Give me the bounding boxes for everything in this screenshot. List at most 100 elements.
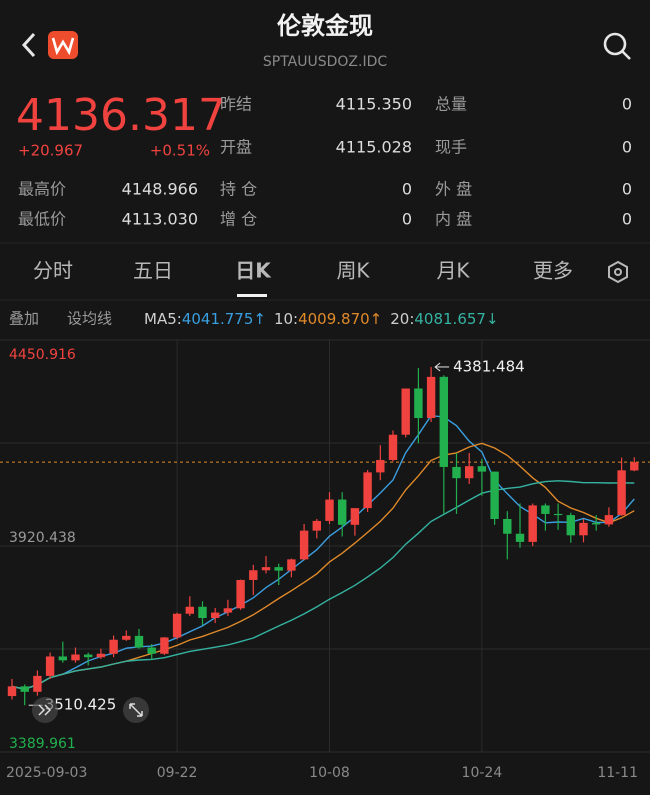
candle-body [465,466,474,479]
candle-body [172,613,182,638]
set-ma-button[interactable]: 设均线 [67,310,112,328]
candle-body [7,686,17,697]
period-tab[interactable]: 更多 [533,259,573,283]
candle-body [287,559,296,571]
ma-line [11,442,635,690]
candle-body [71,654,80,661]
period-tab[interactable]: 五日 [133,259,173,283]
field-label: 总量 [435,95,467,114]
candle-body [490,471,499,519]
candle-body [147,647,156,654]
period-tab[interactable]: 分时 [33,259,73,283]
candle-body [630,462,639,471]
search-button[interactable] [603,32,631,60]
candle-body [452,466,461,479]
back-button[interactable] [21,32,36,58]
candle-body [414,388,423,419]
search-icon [603,32,627,56]
candle-body [617,470,626,516]
tab-underline [237,294,267,297]
overlay-button[interactable]: 叠加 [9,310,39,328]
candle-body [426,376,436,419]
candle-body [592,522,601,525]
stat-label: 外 盘 [435,180,472,199]
settings-dot [614,268,622,276]
candle-body [401,388,410,435]
period-tab[interactable]: 月K [436,259,470,283]
candle-body [20,686,29,692]
candle-body [249,570,258,580]
candle-body [274,567,283,571]
ma20-label: 20: [390,310,414,328]
period-tab[interactable]: 日K [235,259,272,283]
field-label: 开盘 [220,138,252,157]
period-tab[interactable]: 周K [336,259,370,283]
candle-body [109,639,118,654]
stat-label: 增 仓 [220,210,257,229]
x-tick-label: 09-22 [157,765,198,781]
settings-button[interactable] [608,260,628,284]
change: +20.967 [18,142,83,160]
candle-body [325,499,334,521]
y-tick-label: 3920.438 [9,530,76,546]
y-tick-label: 4450.916 [9,347,76,363]
x-tick-label: 10-08 [309,765,350,781]
ma-line [11,414,635,690]
max-label: 4381.484 [453,357,525,375]
candle-body [134,635,144,648]
max-arrow-head [434,362,441,372]
search-handle [621,50,631,60]
ma-legend: MA5:4041.775↑ 10:4009.870↑ 20:4081.657↓ [144,310,499,328]
logo-mark [51,37,75,56]
stat-value: 4148.966 [122,180,198,199]
candle-body [84,654,93,658]
stat-label: 内 盘 [435,210,472,229]
expand-icon [38,704,52,716]
x-tick-label: 2025-09-03 [6,765,87,781]
candle-body [503,518,512,534]
candle-body [261,567,271,571]
title: 伦敦金现 [277,12,373,40]
stat-value: 0 [622,180,632,199]
change-pct: +0.51% [150,142,210,160]
stat-value: 0 [622,210,632,229]
app-logo[interactable] [48,31,78,59]
candle-body [236,579,245,609]
settings-icon [608,260,628,284]
candle-body [96,653,106,658]
candle-body [477,466,487,472]
candle-body [338,499,347,525]
candle-body [45,656,55,676]
field-label: 昨结 [220,95,252,114]
candle-body [122,635,131,640]
kline-chart[interactable]: 4450.916 3920.438 3389.961 2025-09-03 09-22 1… [0,339,650,781]
stat-label: 最高价 [18,180,66,199]
y-tick-label: 3389.961 [9,736,76,752]
candle-body [160,637,169,654]
fullscreen-icon [129,703,143,717]
ma5-label: MA5: [144,310,182,328]
ma10-value: 4009.870↑ [298,310,382,328]
candle-body [388,434,398,460]
ma5-value: 4041.775↑ [182,310,266,328]
candle-body [211,612,220,619]
candle-body [579,522,588,536]
field-value: 4115.028 [336,138,412,157]
x-tick-label: 10-24 [462,765,503,781]
candle-body [553,513,563,516]
stat-value: 0 [402,180,412,199]
field-label: 现手 [435,138,467,157]
candle-body [185,606,194,614]
x-tick-label: 11-11 [597,765,638,781]
period-tabs: 分时 五日 日K 周K 月K 更多 [33,259,573,283]
stat-label: 最低价 [18,210,66,229]
price: 4136.317 [16,90,226,141]
subtitle: SPTAUUSDOZ.IDC [263,54,388,70]
stat-value: 4113.030 [122,210,198,229]
field-value: 0 [622,138,632,157]
candle-body [223,608,233,613]
candle-body [198,606,207,619]
candle-body [299,530,309,560]
